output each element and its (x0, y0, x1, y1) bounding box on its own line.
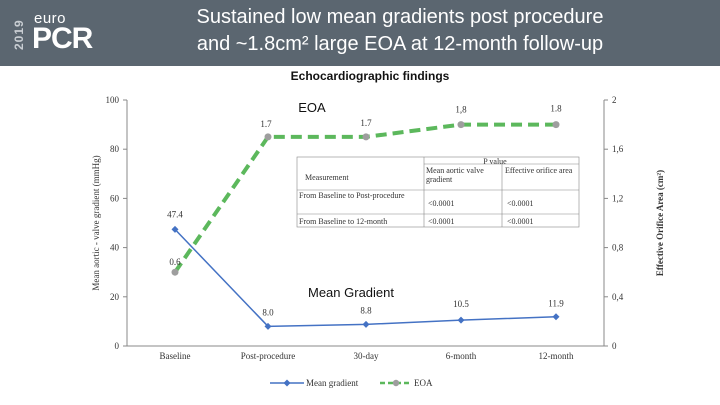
p-value-header: P value (483, 157, 507, 166)
mean-gradient-point (552, 313, 560, 321)
y-tick-label: 100 (106, 95, 120, 105)
legend-eoa-marker (392, 379, 400, 387)
y2-tick-label: 0,8 (612, 243, 624, 253)
slide-title: Sustained low mean gradients post proced… (140, 4, 660, 58)
y-tick-label: 20 (110, 292, 120, 302)
y-tick-label: 0 (115, 341, 120, 351)
gradient-header: Mean aortic valve gradient (426, 166, 484, 184)
p-value-table: P value Measurement Mean aortic valve gr… (296, 156, 580, 228)
eoa-point (264, 133, 272, 141)
y-tick-label: 60 (110, 193, 120, 203)
eoa-point (362, 133, 370, 141)
eoa-value-label: 0.6 (169, 257, 181, 267)
y-tick-label: 40 (110, 243, 120, 253)
y2-ticks: 0 0,4 0,8 1,2 1,6 2 (604, 95, 624, 351)
legend-mean-gradient-label: Mean gradient (306, 378, 359, 388)
slide-header: 2019 euro PCR Sustained low mean gradien… (0, 0, 720, 66)
y-axis-label: Mean aortic - valve gradient (mmHg) (91, 155, 101, 290)
chart-axes (126, 100, 605, 347)
x-tick-label: 6-month (446, 351, 477, 361)
eoa-point (552, 121, 560, 129)
chart-title: Echocardiographic findings (291, 69, 450, 83)
x-tick-label: 30-day (354, 351, 379, 361)
mean-gradient-value-label: 8.0 (262, 307, 274, 317)
title-line-2: and ~1.8cm² large EOA at 12-month follow… (196, 33, 604, 55)
mean-gradient-value-label: 10.5 (453, 299, 469, 309)
mean-gradient-annotation: Mean Gradient (308, 285, 394, 300)
y2-tick-label: 0 (612, 341, 617, 351)
y-ticks: 0 20 40 60 80 100 (106, 95, 127, 351)
y2-tick-label: 1,6 (612, 144, 624, 154)
row-1-eoa-p: <0.0001 (507, 199, 534, 208)
eoa-value-label: 1,8 (455, 105, 467, 115)
row-1-measurement-box: From Baseline to Post-procedure (299, 191, 405, 200)
series-eoa: 0.6 1.7 1.7 1,8 1.8 (169, 104, 562, 276)
x-tick-label: Post-procedure (241, 351, 295, 361)
legend-mean-gradient-marker (283, 379, 291, 387)
eoa-point (457, 121, 465, 129)
row-2-measurement: From Baseline to 12-month (299, 217, 387, 226)
eoa-value-label: 1.8 (550, 104, 562, 114)
title-line-1: Sustained low mean gradients post proced… (196, 6, 604, 28)
x-tick-label: Baseline (160, 351, 191, 361)
row-2-eoa-p: <0.0001 (507, 217, 534, 226)
x-ticks: Baseline Post-procedure 30-day 6-month 12-mo… (160, 351, 574, 361)
mean-gradient-point (264, 322, 272, 330)
y2-tick-label: 0,4 (612, 292, 624, 302)
logo-pcr: PCR (32, 22, 93, 55)
y-tick-label: 80 (110, 144, 120, 154)
x-tick-label: 12-month (539, 351, 574, 361)
logo-euro: euro (34, 10, 67, 27)
eoa-point (171, 268, 179, 276)
eoa-header: Effective orifice area (505, 166, 573, 175)
gradient-header-box: Mean aortic valve gradient (426, 166, 484, 184)
eoa-header-box: Effective orifice area (505, 166, 573, 175)
row-1-measurement: From Baseline to Post-procedure (299, 191, 405, 200)
y2-tick-label: 2 (612, 95, 617, 105)
y2-axis-label: Effective Orifice Area (cm²) (655, 170, 665, 276)
eoa-value-label: 1.7 (260, 119, 272, 129)
chart-legend: Mean gradient EOA (270, 378, 433, 388)
mean-gradient-value-label: 47.4 (167, 209, 183, 219)
row-1-gradient-p: <0.0001 (428, 199, 455, 208)
mean-gradient-value-label: 11.9 (548, 299, 564, 309)
series-mean-gradient: 47.4 8.0 8.8 10.5 11.9 (167, 209, 564, 330)
mean-gradient-point (362, 320, 370, 328)
mean-gradient-point (171, 225, 179, 233)
mean-gradient-value-label: 8.8 (360, 305, 372, 315)
legend-eoa-label: EOA (414, 378, 433, 388)
mean-gradient-point (457, 316, 465, 324)
y2-tick-label: 1,2 (612, 193, 623, 203)
eoa-value-label: 1.7 (360, 118, 372, 128)
measurement-header: Measurement (305, 173, 349, 182)
row-2-gradient-p: <0.0001 (428, 217, 455, 226)
europcr-logo: 2019 euro PCR (12, 8, 132, 58)
table-frame (296, 156, 580, 228)
eoa-annotation: EOA (298, 100, 326, 115)
